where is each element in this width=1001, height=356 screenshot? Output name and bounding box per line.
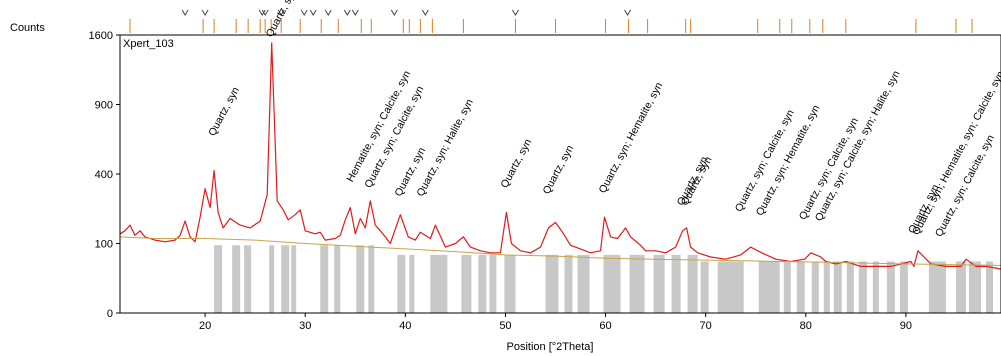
difference-bar: [687, 254, 698, 313]
panel-label: Xpert_103: [123, 38, 174, 50]
difference-bar: [232, 245, 241, 313]
difference-bar: [985, 261, 993, 313]
difference-bar: [846, 261, 854, 313]
x-tick-label: 40: [399, 320, 411, 332]
difference-bar: [504, 254, 516, 313]
peak-marker-v: [309, 9, 317, 16]
difference-bar: [489, 254, 497, 313]
peak-label: Quartz, syn: [498, 137, 534, 190]
x-axis-label: Position [°2Theta]: [507, 341, 594, 353]
y-tick-label: 100: [95, 239, 113, 251]
series-layer: [119, 42, 1001, 270]
difference-bar: [700, 261, 709, 313]
peak-marker-v: [390, 9, 398, 16]
series-line: [119, 42, 1001, 270]
difference-bar: [833, 261, 842, 313]
difference-bar: [717, 261, 744, 313]
y-tick-label: 900: [95, 100, 113, 112]
difference-bar: [899, 261, 908, 313]
series-line: [119, 236, 1001, 266]
difference-bar: [320, 245, 329, 313]
difference-bar: [955, 261, 966, 313]
difference-bar: [291, 245, 297, 313]
difference-bar: [671, 254, 681, 313]
peak-label: Quartz, syn: [541, 143, 577, 196]
difference-bar: [872, 261, 879, 313]
difference-bar: [244, 245, 252, 313]
difference-bar: [758, 261, 780, 313]
x-tick-label: 80: [800, 320, 812, 332]
peak-marker-v: [324, 9, 332, 16]
difference-bar: [928, 261, 946, 313]
peak-marker-v: [351, 9, 359, 16]
difference-bar: [564, 254, 573, 313]
difference-bar: [478, 254, 487, 313]
y-tick-label: 0: [107, 308, 113, 320]
y-tick-label: 400: [95, 169, 113, 181]
peak-label: Quartz, syn; Halite, syn: [414, 97, 476, 199]
y-axis-label: Counts: [10, 22, 45, 34]
difference-bar: [577, 254, 590, 313]
difference-layer: [214, 245, 993, 313]
x-tick-label: 90: [900, 320, 912, 332]
difference-bar: [603, 254, 621, 313]
axes: 0 100 400 900 1600 20 30 40 50 60 70 80 90: [89, 30, 913, 332]
difference-bar: [430, 254, 448, 313]
difference-bar: [461, 254, 472, 313]
peak-label: Quartz, syn: [264, 0, 300, 39]
difference-bar: [545, 254, 559, 313]
difference-bar: [397, 254, 406, 313]
x-tick-label: 30: [299, 320, 311, 332]
peak-marker-v: [300, 9, 308, 16]
peak-label: Quartz, syn; Calcite, syn; Halite, syn: [813, 69, 903, 224]
y-tick-label: 1600: [89, 30, 113, 42]
peak-marker-v: [421, 9, 429, 16]
x-tick-label: 60: [599, 320, 611, 332]
difference-bar: [858, 261, 867, 313]
difference-bar: [653, 254, 665, 313]
difference-bar: [823, 261, 830, 313]
peak-marker-v: [277, 9, 285, 16]
x-tick-label: 20: [199, 320, 211, 332]
peak-marker-v: [258, 9, 266, 16]
difference-bar: [796, 261, 805, 313]
peak-marker-v: [181, 9, 189, 16]
difference-bar: [886, 261, 895, 313]
peak-marker-v: [261, 9, 269, 16]
difference-bar: [968, 261, 981, 313]
peak-marker-v: [624, 9, 632, 16]
difference-bar: [334, 245, 341, 313]
peak-label: Quartz, syn; Hematite, syn: [597, 80, 666, 195]
x-tick-label: 70: [700, 320, 712, 332]
difference-bar: [811, 261, 819, 313]
peak-marker-v: [343, 9, 351, 16]
difference-bar: [409, 254, 415, 313]
peak-marker-v: [201, 9, 209, 16]
difference-bar: [783, 261, 791, 313]
peak-marker-row: [129, 9, 973, 33]
difference-bar: [368, 245, 375, 313]
peak-marker-v: [512, 9, 519, 16]
peak-label: Quartz, syn: [206, 85, 242, 138]
difference-bar: [356, 245, 365, 313]
difference-bar: [214, 245, 223, 313]
difference-bar: [281, 245, 290, 313]
difference-bar: [269, 245, 275, 313]
x-tick-label: 50: [499, 320, 511, 332]
difference-bar: [629, 254, 645, 313]
